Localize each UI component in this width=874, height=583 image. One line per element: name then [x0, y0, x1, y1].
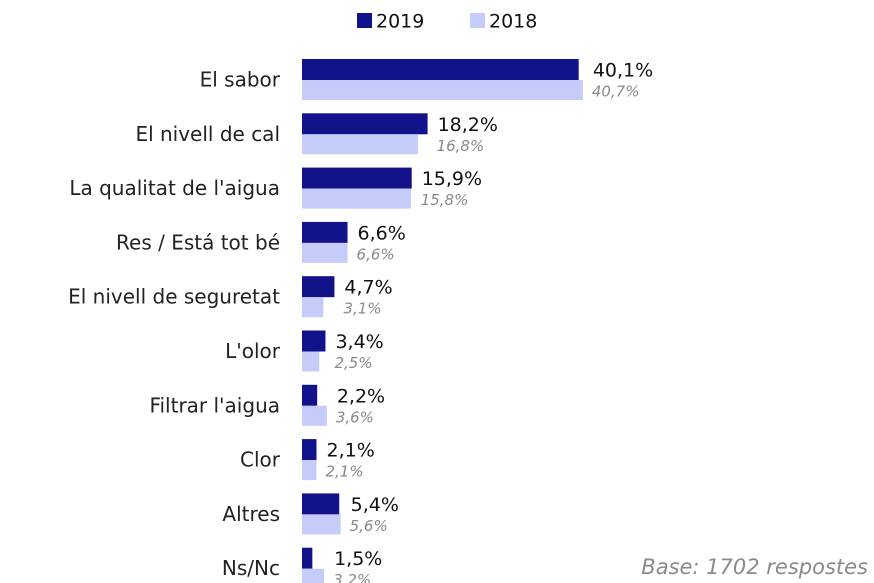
bar — [302, 514, 341, 535]
bar — [302, 113, 428, 135]
bar — [302, 276, 335, 298]
value-label: 15,8% — [421, 191, 469, 209]
value-label: 1,5% — [334, 548, 382, 570]
bar — [302, 80, 583, 100]
category-label: Clor — [240, 448, 281, 472]
value-label: 3,6% — [336, 408, 374, 426]
value-label: 5,6% — [350, 517, 388, 535]
bar — [302, 493, 340, 515]
bar — [302, 167, 412, 189]
value-label: 3,4% — [335, 331, 383, 353]
category-label: Altres — [222, 502, 280, 526]
value-label: 16,8% — [437, 137, 485, 155]
value-label: 6,6% — [357, 245, 395, 263]
legend-label: 2019 — [376, 11, 424, 33]
value-label: 2,1% — [325, 463, 363, 481]
value-label: 3,2% — [333, 571, 371, 583]
bar — [302, 405, 327, 426]
category-label: Filtrar l'aigua — [149, 393, 280, 417]
bar — [302, 439, 317, 461]
bar — [302, 460, 317, 481]
category-label: El nivell de cal — [135, 122, 280, 146]
bar — [302, 188, 412, 209]
value-label: 15,9% — [422, 168, 482, 190]
category-label: Res / Está tot bé — [116, 230, 280, 254]
value-label: 18,2% — [438, 114, 498, 136]
bar — [302, 242, 348, 263]
annotation: Base: 1702 respostes — [641, 555, 868, 579]
value-label: 2,2% — [337, 385, 385, 407]
category-label: L'olor — [225, 339, 281, 363]
value-label: 40,7% — [592, 83, 640, 101]
value-label: 4,7% — [344, 277, 392, 299]
bar — [302, 568, 325, 583]
bar — [302, 547, 313, 569]
category-label: El nivell de seguretat — [68, 285, 280, 309]
legend-swatch — [470, 13, 485, 28]
value-label: 3,1% — [343, 300, 381, 318]
bar — [302, 330, 326, 352]
bar — [302, 134, 418, 155]
value-label: 2,5% — [334, 354, 372, 372]
category-label: La qualitat de l'aigua — [69, 176, 280, 200]
value-label: 2,1% — [326, 440, 374, 462]
legend-label: 2018 — [489, 11, 537, 33]
value-label: 6,6% — [358, 222, 406, 244]
value-label: 40,1% — [593, 60, 653, 82]
bar — [302, 384, 318, 406]
bar — [302, 221, 348, 243]
legend-swatch — [357, 13, 372, 28]
bar — [302, 351, 320, 372]
category-label: El sabor — [200, 68, 281, 92]
value-label: 5,4% — [351, 494, 399, 516]
bar — [302, 297, 324, 318]
category-label: Ns/Nc — [222, 556, 280, 580]
bar — [302, 59, 579, 80]
